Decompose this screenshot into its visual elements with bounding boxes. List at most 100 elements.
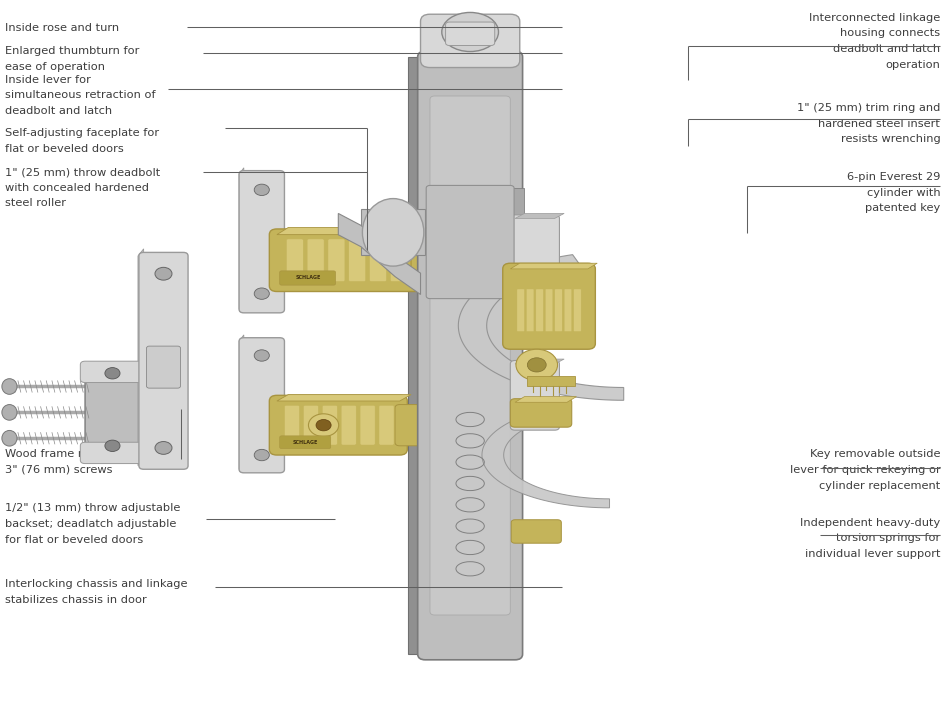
FancyBboxPatch shape [510, 215, 559, 287]
Text: Key removable outside: Key removable outside [809, 449, 939, 459]
FancyBboxPatch shape [239, 171, 284, 313]
Polygon shape [481, 408, 609, 508]
Text: simultaneous retraction of: simultaneous retraction of [5, 90, 155, 100]
Text: SCHLAGE: SCHLAGE [295, 274, 320, 280]
Polygon shape [239, 168, 244, 309]
Text: Inside lever for: Inside lever for [5, 75, 91, 85]
FancyBboxPatch shape [545, 289, 552, 331]
FancyBboxPatch shape [80, 361, 144, 383]
FancyBboxPatch shape [535, 289, 543, 331]
Polygon shape [527, 376, 574, 386]
FancyBboxPatch shape [395, 405, 430, 446]
Circle shape [155, 267, 172, 280]
FancyBboxPatch shape [303, 405, 318, 445]
Text: operation: operation [885, 60, 939, 70]
Circle shape [254, 350, 269, 361]
FancyBboxPatch shape [446, 22, 495, 46]
FancyBboxPatch shape [146, 346, 180, 388]
Text: Independent heavy-duty: Independent heavy-duty [800, 518, 939, 528]
Circle shape [308, 414, 338, 437]
FancyBboxPatch shape [564, 289, 571, 331]
FancyBboxPatch shape [239, 338, 284, 473]
FancyBboxPatch shape [426, 186, 514, 299]
Circle shape [105, 440, 120, 451]
Circle shape [254, 449, 269, 461]
FancyBboxPatch shape [269, 395, 407, 455]
Polygon shape [416, 237, 462, 243]
Text: 1" (25 mm) throw deadbolt: 1" (25 mm) throw deadbolt [5, 167, 160, 177]
Text: stabilizes chassis in door: stabilizes chassis in door [5, 595, 146, 605]
FancyBboxPatch shape [510, 360, 559, 430]
Circle shape [515, 349, 557, 380]
Text: Inside rose and turn: Inside rose and turn [5, 23, 119, 33]
FancyBboxPatch shape [322, 405, 337, 445]
Polygon shape [138, 249, 143, 466]
FancyBboxPatch shape [502, 263, 595, 349]
Polygon shape [361, 209, 425, 255]
FancyBboxPatch shape [390, 239, 407, 282]
Text: torsion springs for: torsion springs for [835, 533, 939, 543]
Ellipse shape [2, 379, 17, 395]
Text: lever for quick rekeying or: lever for quick rekeying or [788, 465, 939, 475]
Text: housing connects: housing connects [839, 28, 939, 38]
FancyBboxPatch shape [516, 289, 524, 331]
Polygon shape [510, 263, 597, 269]
FancyBboxPatch shape [369, 239, 386, 282]
Ellipse shape [2, 430, 17, 446]
FancyBboxPatch shape [430, 96, 510, 615]
FancyBboxPatch shape [573, 289, 581, 331]
Text: Interlocking chassis and linkage: Interlocking chassis and linkage [5, 579, 187, 589]
Ellipse shape [2, 405, 17, 420]
FancyBboxPatch shape [286, 239, 303, 282]
Text: flat or beveled doors: flat or beveled doors [5, 144, 124, 154]
FancyBboxPatch shape [85, 363, 140, 462]
FancyBboxPatch shape [279, 271, 335, 285]
FancyBboxPatch shape [511, 520, 561, 543]
Text: backset; deadlatch adjustable: backset; deadlatch adjustable [5, 519, 176, 529]
Text: Self-adjusting faceplate for: Self-adjusting faceplate for [5, 128, 159, 138]
Text: Interconnected linkage: Interconnected linkage [808, 13, 939, 23]
Text: steel roller: steel roller [5, 198, 66, 208]
FancyBboxPatch shape [510, 399, 571, 427]
Circle shape [155, 356, 172, 369]
FancyBboxPatch shape [360, 405, 375, 445]
Polygon shape [408, 57, 425, 654]
Text: hardened steel insert: hardened steel insert [818, 119, 939, 129]
FancyBboxPatch shape [379, 405, 394, 445]
Circle shape [105, 368, 120, 379]
FancyBboxPatch shape [139, 252, 188, 469]
Text: resists wrenching: resists wrenching [839, 134, 939, 144]
FancyBboxPatch shape [341, 405, 356, 445]
Text: Wood frame reinforcer with: Wood frame reinforcer with [5, 449, 160, 459]
FancyBboxPatch shape [411, 239, 458, 282]
Polygon shape [514, 397, 576, 402]
Polygon shape [514, 213, 564, 218]
Polygon shape [514, 359, 564, 364]
Polygon shape [458, 255, 623, 400]
Text: cylinder with: cylinder with [866, 188, 939, 198]
Text: SCHLAGE: SCHLAGE [293, 439, 317, 445]
FancyBboxPatch shape [284, 405, 299, 445]
Ellipse shape [362, 198, 423, 266]
Ellipse shape [441, 12, 498, 52]
Text: Enlarged thumbturn for: Enlarged thumbturn for [5, 46, 139, 56]
Polygon shape [277, 395, 411, 401]
Circle shape [315, 419, 330, 431]
Text: 6-pin Everest 29: 6-pin Everest 29 [846, 172, 939, 182]
FancyBboxPatch shape [526, 289, 533, 331]
FancyBboxPatch shape [328, 239, 345, 282]
FancyBboxPatch shape [417, 51, 522, 660]
Polygon shape [277, 228, 428, 235]
Text: with concealed hardened: with concealed hardened [5, 183, 148, 193]
Text: for flat or beveled doors: for flat or beveled doors [5, 535, 143, 545]
Text: ease of operation: ease of operation [5, 62, 105, 72]
FancyBboxPatch shape [348, 239, 365, 282]
FancyBboxPatch shape [307, 239, 324, 282]
Circle shape [527, 358, 546, 372]
Text: individual lever support: individual lever support [804, 549, 939, 559]
Circle shape [254, 288, 269, 299]
Polygon shape [510, 188, 524, 296]
Polygon shape [338, 213, 420, 294]
Text: deadbolt and latch: deadbolt and latch [833, 44, 939, 54]
FancyBboxPatch shape [420, 14, 519, 68]
